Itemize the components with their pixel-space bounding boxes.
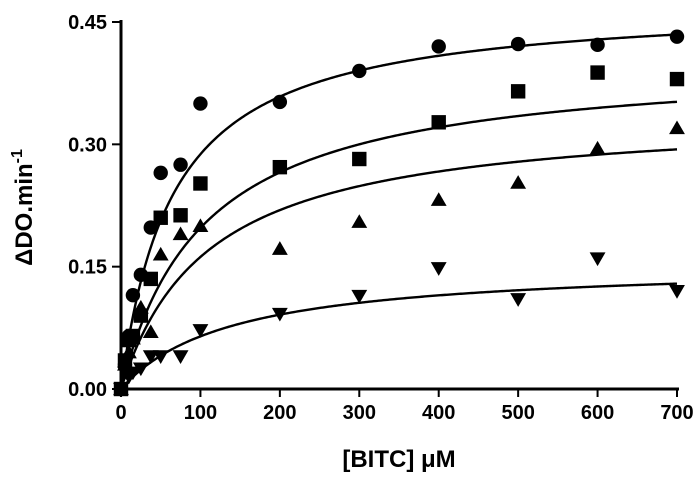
triangle-down-marker bbox=[142, 350, 159, 364]
y-tick-label: 0.00 bbox=[68, 379, 107, 401]
triangle-up-marker bbox=[192, 218, 209, 233]
x-tick-label: 300 bbox=[343, 402, 376, 424]
triangle-up-marker bbox=[430, 192, 447, 206]
x-tick-label: 400 bbox=[422, 402, 455, 424]
triangle-down-marker bbox=[589, 252, 606, 267]
triangle-down-marker bbox=[113, 382, 129, 397]
triangle-down-marker bbox=[271, 307, 288, 322]
square-marker bbox=[153, 210, 168, 225]
circle-marker bbox=[590, 37, 605, 53]
triangle-up-marker bbox=[172, 226, 189, 241]
square-marker bbox=[352, 151, 367, 167]
square-marker bbox=[510, 84, 526, 99]
square-marker bbox=[669, 71, 685, 87]
triangle-down-marker bbox=[351, 289, 368, 304]
fit-curve-series-4 bbox=[120, 282, 678, 390]
circle-marker bbox=[510, 36, 526, 52]
triangle-up-marker bbox=[669, 120, 685, 135]
x-tick-label: 100 bbox=[184, 402, 217, 424]
x-tick-label: 0 bbox=[115, 402, 126, 424]
y-axis-title-superscript: -1 bbox=[9, 149, 26, 163]
x-tick-label: 600 bbox=[581, 402, 614, 424]
triangle-up-marker bbox=[510, 175, 527, 189]
circle-marker bbox=[193, 96, 208, 111]
triangle-down-marker bbox=[132, 362, 149, 377]
x-axis-title: [BITC] μM bbox=[342, 446, 455, 473]
triangle-down-marker bbox=[152, 350, 169, 364]
triangle-down-marker bbox=[192, 324, 209, 338]
y-axis-title-main: ΔDO.min bbox=[11, 163, 38, 266]
data-markers bbox=[113, 29, 685, 397]
square-marker bbox=[431, 115, 446, 130]
circle-marker bbox=[431, 39, 446, 54]
x-tick-label: 700 bbox=[660, 402, 693, 424]
triangle-up-marker bbox=[142, 324, 159, 339]
triangle-down-marker bbox=[430, 262, 447, 276]
square-marker bbox=[272, 159, 288, 175]
triangle-up-marker bbox=[124, 330, 141, 345]
circle-marker bbox=[173, 157, 188, 172]
circle-marker bbox=[153, 165, 168, 181]
triangle-up-marker bbox=[152, 246, 169, 261]
triangle-down-marker bbox=[510, 293, 527, 307]
x-tick-label: 500 bbox=[501, 402, 534, 424]
fit-curve-series-2 bbox=[119, 100, 678, 390]
square-marker bbox=[590, 65, 605, 80]
circle-marker bbox=[669, 29, 685, 44]
triangle-down-marker bbox=[124, 366, 141, 381]
y-axis-title: ΔDO.min-1 bbox=[9, 149, 38, 266]
triangle-up-marker bbox=[121, 344, 137, 359]
triangle-down-marker bbox=[172, 350, 189, 364]
square-marker bbox=[193, 176, 208, 191]
circle-marker bbox=[272, 94, 288, 110]
y-tick-label: 0.45 bbox=[68, 12, 107, 34]
circle-marker bbox=[125, 288, 141, 303]
fit-curve-series-1 bbox=[119, 33, 678, 390]
fit-curve-series-3 bbox=[119, 148, 678, 390]
circle-marker bbox=[352, 63, 367, 79]
x-tick-label: 200 bbox=[263, 402, 296, 424]
triangle-down-marker bbox=[669, 285, 685, 299]
triangle-up-marker bbox=[351, 214, 368, 228]
triangle-up-marker bbox=[271, 241, 288, 255]
y-tick-label: 0.30 bbox=[68, 134, 107, 156]
triangle-up-marker bbox=[589, 140, 606, 155]
triangle-up-marker bbox=[132, 299, 149, 314]
square-marker bbox=[143, 271, 158, 287]
x-ticks: 0 100 200 300 400 500 600 700 bbox=[115, 389, 694, 424]
square-marker bbox=[173, 208, 188, 223]
y-tick-label: 0.15 bbox=[68, 257, 107, 279]
y-ticks: 0.00 0.15 0.30 0.45 bbox=[68, 12, 121, 401]
fit-curves bbox=[119, 33, 678, 390]
